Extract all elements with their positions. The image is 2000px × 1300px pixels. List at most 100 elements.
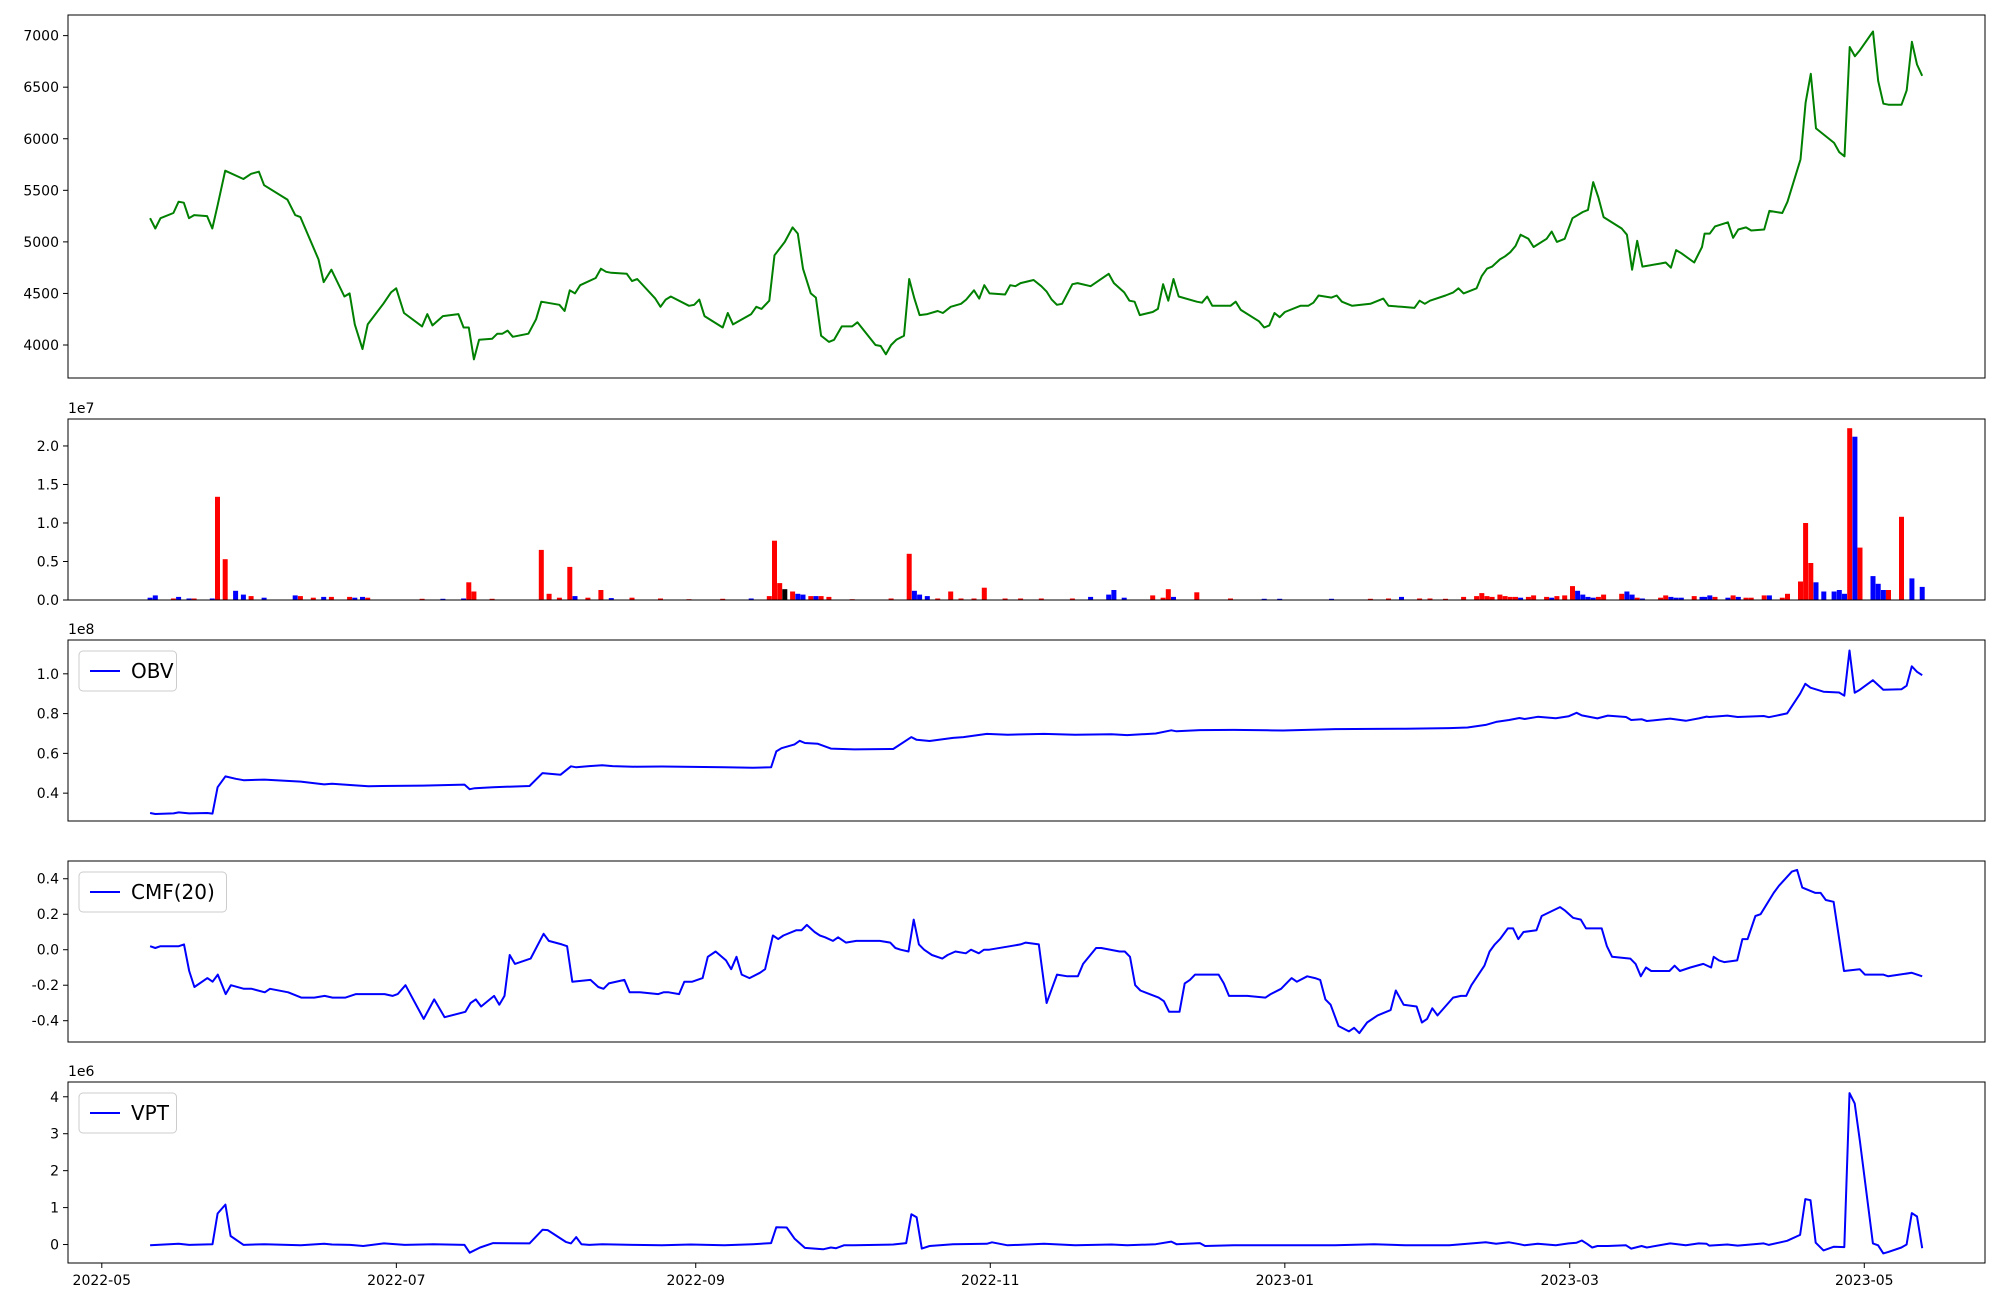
volume-bar: [538, 549, 544, 600]
volume-bar: [917, 594, 923, 600]
volume-bar: [1160, 597, 1166, 600]
panel-frame-3: [67, 860, 1986, 1043]
legend-label: CMF(20): [131, 880, 215, 904]
plot-area-2: [149, 649, 1923, 815]
volume-bar: [1699, 596, 1705, 600]
volume-bar: [1427, 598, 1433, 600]
legend: VPT: [78, 1092, 177, 1134]
volume-bar: [608, 598, 614, 600]
volume-bar: [1673, 597, 1679, 600]
y-tick-label: 4500: [23, 286, 59, 302]
volume-bar: [1870, 576, 1876, 600]
y-tick-label: 0: [50, 1238, 59, 1254]
volume-bar: [1919, 586, 1925, 600]
volume-bar: [981, 587, 987, 600]
y-tick-label: 1.0: [37, 516, 59, 532]
volume-bar: [352, 597, 358, 600]
volume-bar: [1575, 590, 1581, 600]
volume-bar: [1386, 598, 1391, 600]
volume-bar: [1668, 596, 1674, 600]
volume-bar: [1489, 596, 1495, 600]
volume-bar: [1549, 597, 1555, 600]
volume-bar: [321, 596, 327, 600]
x-tick-label: 2022-11: [961, 1273, 1020, 1289]
x-tick-label: 2022-05: [73, 1273, 132, 1289]
volume-bar: [1663, 595, 1669, 600]
volume-bar: [1725, 597, 1731, 600]
volume-bar: [310, 597, 316, 600]
volume-bar: [585, 597, 591, 600]
legend-box: [78, 871, 227, 913]
y-tick-label: 2: [50, 1164, 59, 1180]
y-tick-label: 3: [50, 1127, 59, 1143]
volume-bar: [772, 540, 777, 600]
volume-bar: [748, 598, 754, 600]
y-tick-label: 0.4: [37, 872, 59, 888]
axis-offset-label: 1e7: [68, 401, 94, 417]
volume-bar: [826, 596, 832, 600]
volume-bar: [1808, 563, 1814, 600]
volume-bar: [766, 596, 772, 600]
axis-offset-label: 1e8: [68, 622, 94, 638]
volume-bar: [906, 553, 912, 600]
volume-bar: [365, 597, 371, 600]
volume-bar: [1228, 598, 1233, 600]
volume-bar: [629, 597, 635, 600]
volume-bar: [1702, 596, 1708, 600]
volume-bar: [1150, 595, 1156, 600]
series-line-0-0: [149, 30, 1924, 361]
plot-area-3: [149, 868, 1923, 1035]
volume-bar: [1562, 595, 1568, 600]
volume-bar: [1544, 596, 1550, 600]
volume-bar: [720, 598, 726, 600]
volume-bar: [297, 596, 303, 600]
volume-bar: [1857, 547, 1863, 600]
volume-bar: [800, 594, 806, 600]
x-tick-label: 2022-07: [367, 1273, 426, 1289]
volume-bar: [1842, 593, 1847, 600]
volume-bar: [782, 589, 788, 600]
volume-bar: [777, 583, 783, 600]
volume-bar: [1554, 596, 1560, 600]
volume-bar: [888, 598, 894, 600]
volume-bar: [1570, 586, 1575, 600]
panel-frame-0: [67, 14, 1986, 379]
volume-bar: [233, 590, 239, 600]
volume-bar: [658, 598, 663, 600]
legend-box: [78, 1092, 177, 1134]
y-tick-label: -0.2: [32, 978, 59, 994]
y-tick-label: 0.6: [37, 746, 59, 762]
legend-label: VPT: [131, 1101, 170, 1125]
volume-bar: [152, 595, 158, 600]
volume-bar: [818, 596, 824, 600]
volume-bar: [1779, 597, 1785, 600]
volume-bar: [1634, 597, 1640, 600]
volume-bar: [440, 598, 446, 600]
volume-bar: [911, 590, 917, 600]
plot-area-4: [150, 1092, 1924, 1255]
volume-bar: [1531, 595, 1537, 600]
volume-bar: [1525, 596, 1531, 600]
volume-bar: [1580, 594, 1586, 600]
volume-bar: [1038, 598, 1044, 600]
volume-bar: [567, 566, 573, 600]
volume-bar: [1484, 596, 1490, 600]
volume-bar: [1474, 596, 1480, 600]
volume-bar: [1002, 598, 1008, 600]
volume-bar: [1619, 593, 1625, 600]
volume-bar: [1629, 594, 1635, 600]
volume-bar: [795, 593, 801, 600]
volume-bar: [292, 595, 298, 600]
volume-bar: [1121, 597, 1127, 600]
volume-bar: [1821, 591, 1827, 600]
volume-bar: [176, 596, 182, 600]
volume-bar: [1836, 590, 1842, 600]
y-tick-label: 0.0: [37, 943, 59, 959]
volume-bar: [1088, 596, 1094, 600]
volume-bar: [1018, 598, 1024, 600]
y-tick-label: 0.5: [37, 554, 59, 570]
legend-box: [78, 650, 177, 692]
volume-bar: [1106, 594, 1112, 600]
volume-bar: [1069, 598, 1075, 600]
